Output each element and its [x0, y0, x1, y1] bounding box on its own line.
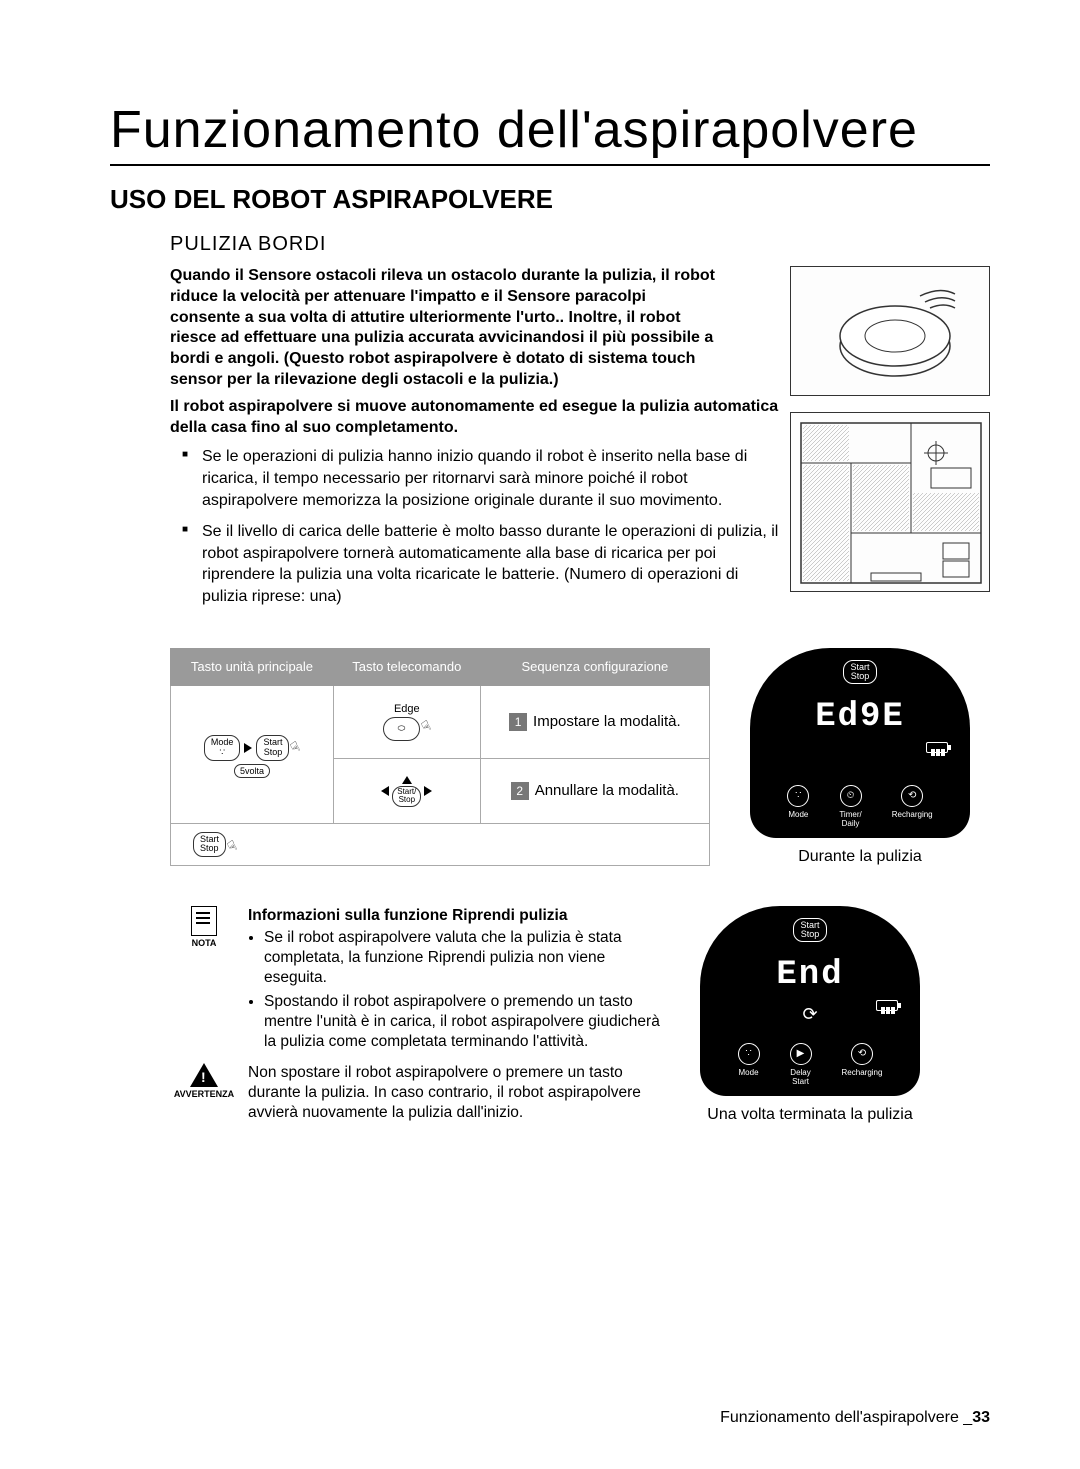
table-cell-remote: Edge ⬭ ☟: [333, 685, 480, 758]
display-startstop-label: StartStop: [793, 918, 826, 942]
recharging-icon: ⟲Recharging: [892, 785, 933, 828]
mode-icon: ∵Mode: [787, 785, 809, 828]
note-item: Se il robot aspirapolvere valuta che la …: [264, 928, 670, 988]
autonomy-paragraph: Il robot aspirapolvere si muove autonoma…: [170, 397, 790, 439]
display-during-cleaning: StartStop Ed9E ∵Mode ⏲Timer/Daily ⟲Recha…: [740, 648, 980, 866]
arrow-icon: [244, 743, 252, 753]
finger-icon: ☟: [225, 837, 241, 856]
delay-icon: ▶DelayStart: [790, 1043, 812, 1086]
figure-floorplan: [790, 412, 990, 592]
display-main-text: Ed9E: [815, 698, 905, 736]
note-body: Informazioni sulla funzione Riprendi pul…: [248, 906, 670, 1057]
display-after-cleaning: StartStop End ⟳ ∵Mode ▶DelayStart ⟲Recha…: [690, 906, 930, 1129]
side-figures: [790, 266, 990, 592]
table-cell-sequence: 2Annullare la modalità.: [480, 759, 709, 824]
display-startstop-label: StartStop: [843, 660, 876, 684]
warning-label: AVVERTENZA: [170, 1063, 238, 1123]
page-title: Funzionamento dell'aspirapolvere: [110, 100, 990, 166]
note-item: Spostando il robot aspirapolvere o preme…: [264, 992, 670, 1052]
device-display: StartStop Ed9E ∵Mode ⏲Timer/Daily ⟲Recha…: [750, 648, 970, 838]
step-badge: 1: [509, 713, 527, 731]
volta-pill: 5volta: [234, 764, 270, 778]
startstop-button-icon: StartStop: [256, 735, 289, 761]
startstop-button-icon: StartStop: [193, 832, 226, 858]
table-header: Tasto telecomando: [333, 648, 480, 685]
config-table: Tasto unità principale Tasto telecomando…: [170, 648, 710, 866]
list-item: Se il livello di carica delle batterie è…: [188, 521, 788, 607]
bullet-list: Se le operazioni di pulizia hanno inizio…: [188, 446, 788, 607]
battery-icon: [926, 742, 948, 753]
table-cell-remote: Start/Stop: [333, 759, 480, 824]
mode-button-icon: Mode∵: [204, 735, 241, 761]
display-caption: Durante la pulizia: [740, 848, 980, 866]
page-footer: Funzionamento dell'aspirapolvere _33: [720, 1409, 990, 1427]
figure-robot-vacuum: [790, 266, 990, 396]
warning-icon: [190, 1063, 218, 1087]
table-header: Sequenza configurazione: [480, 648, 709, 685]
timer-icon: ⏲Timer/Daily: [839, 785, 861, 828]
battery-icon: [876, 1000, 898, 1011]
display-main-text: End: [776, 956, 843, 994]
finger-icon: ☟: [288, 738, 304, 757]
table-cell-sequence: 1Impostare la modalità.: [480, 685, 709, 758]
recharging-icon: ⟲Recharging: [842, 1043, 883, 1086]
finger-icon: ☟: [419, 717, 435, 736]
warning-body: Non spostare il robot aspirapolvere o pr…: [248, 1063, 670, 1123]
note-label: NOTA: [170, 906, 238, 1057]
step-badge: 2: [511, 782, 529, 800]
display-caption: Una volta terminata la pulizia: [690, 1106, 930, 1124]
note-icon: [191, 906, 217, 936]
device-display: StartStop End ⟳ ∵Mode ▶DelayStart ⟲Recha…: [700, 906, 920, 1096]
mode-icon: ∵Mode: [738, 1043, 760, 1086]
startstop-button-icon: Start/Stop: [392, 786, 421, 808]
table-header: Tasto unità principale: [171, 648, 334, 685]
subsection-heading: PULIZIA BORDI: [170, 233, 990, 256]
section-heading: USO DEL ROBOT ASPIRAPOLVERE: [110, 184, 990, 215]
list-item: Se le operazioni di pulizia hanno inizio…: [188, 446, 788, 511]
edge-button-icon: ⬭: [383, 717, 421, 741]
intro-paragraph: Quando il Sensore ostacoli rileva un ost…: [170, 266, 720, 391]
table-cell-main-button: Mode∵ StartStop ☟ 5volta: [171, 685, 334, 823]
recharge-symbol: ⟳: [802, 1004, 817, 1025]
